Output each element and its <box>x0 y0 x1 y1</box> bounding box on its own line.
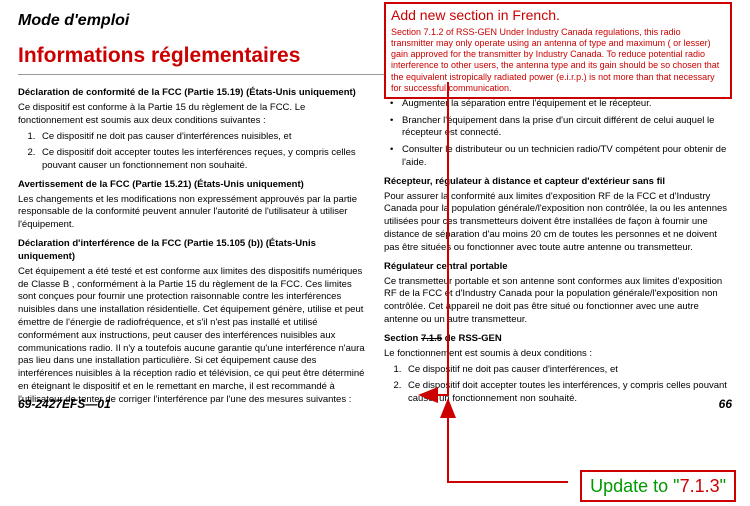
doc-number: 69-2427EFS—01 <box>18 396 111 412</box>
section-2-text: Les changements et les modifications non… <box>18 194 366 232</box>
section-5-text: Ce transmetteur portable et son antenne … <box>384 276 732 327</box>
list-item: Augmenter la séparation entre l'équipeme… <box>384 98 732 111</box>
section-6-title: Section 7.1.5 de RSS-GEN <box>384 333 732 346</box>
section-1-title: Déclaration de conformité de la FCC (Par… <box>18 87 366 100</box>
struck-version: 7.1.5 <box>421 333 442 344</box>
update-suffix: " <box>720 476 726 496</box>
annotation-body: Section 7.1.2 of RSS-GEN Under Industry … <box>391 27 725 95</box>
right-column: Réorienter ou déplacer l'antenne réceptr… <box>384 81 732 411</box>
section-6-prefix: Section <box>384 333 421 344</box>
list-item: Consulter le distributeur ou un technici… <box>384 144 732 170</box>
annotation-add-section: Add new section in French. Section 7.1.2… <box>384 2 732 99</box>
list-item: Ce dispositif ne doit pas causer d'inter… <box>404 364 732 377</box>
section-6-text: Le fonctionnement est soumis à deux cond… <box>384 348 732 361</box>
section-3-text: Cet équipement a été testé et est confor… <box>18 266 366 407</box>
section-6-suffix: de RSS-GEN <box>442 333 502 344</box>
columns: Déclaration de conformité de la FCC (Par… <box>18 81 732 411</box>
page-number: 66 <box>719 396 732 412</box>
annotation-update-version: Update to "7.1.3" <box>580 470 736 503</box>
update-number: 7.1.3 <box>680 476 720 496</box>
section-4-title: Récepteur, régulateur à distance et capt… <box>384 176 732 189</box>
annotation-heading: Add new section in French. <box>391 7 725 25</box>
section-1-text: Ce dispositif est conforme à la Partie 1… <box>18 102 366 128</box>
annotation-update-text: Update to "7.1.3" <box>590 476 726 496</box>
list-item: Ce dispositif doit accepter toutes les i… <box>38 147 366 173</box>
section-4-text: Pour assurer la conformité aux limites d… <box>384 191 732 255</box>
section-3-title: Déclaration d'interférence de la FCC (Pa… <box>18 238 366 264</box>
section-2-title: Avertissement de la FCC (Partie 15.21) (… <box>18 179 366 192</box>
update-prefix: Update to " <box>590 476 679 496</box>
left-column: Déclaration de conformité de la FCC (Par… <box>18 81 366 411</box>
footer: 69-2427EFS—01 66 <box>18 396 732 412</box>
list-item: Ce dispositif ne doit pas causer d'inter… <box>38 131 366 144</box>
section-1-list: Ce dispositif ne doit pas causer d'inter… <box>18 131 366 172</box>
section-5-title: Régulateur central portable <box>384 261 732 274</box>
list-item: Brancher l'équipement dans la prise d'un… <box>384 115 732 141</box>
